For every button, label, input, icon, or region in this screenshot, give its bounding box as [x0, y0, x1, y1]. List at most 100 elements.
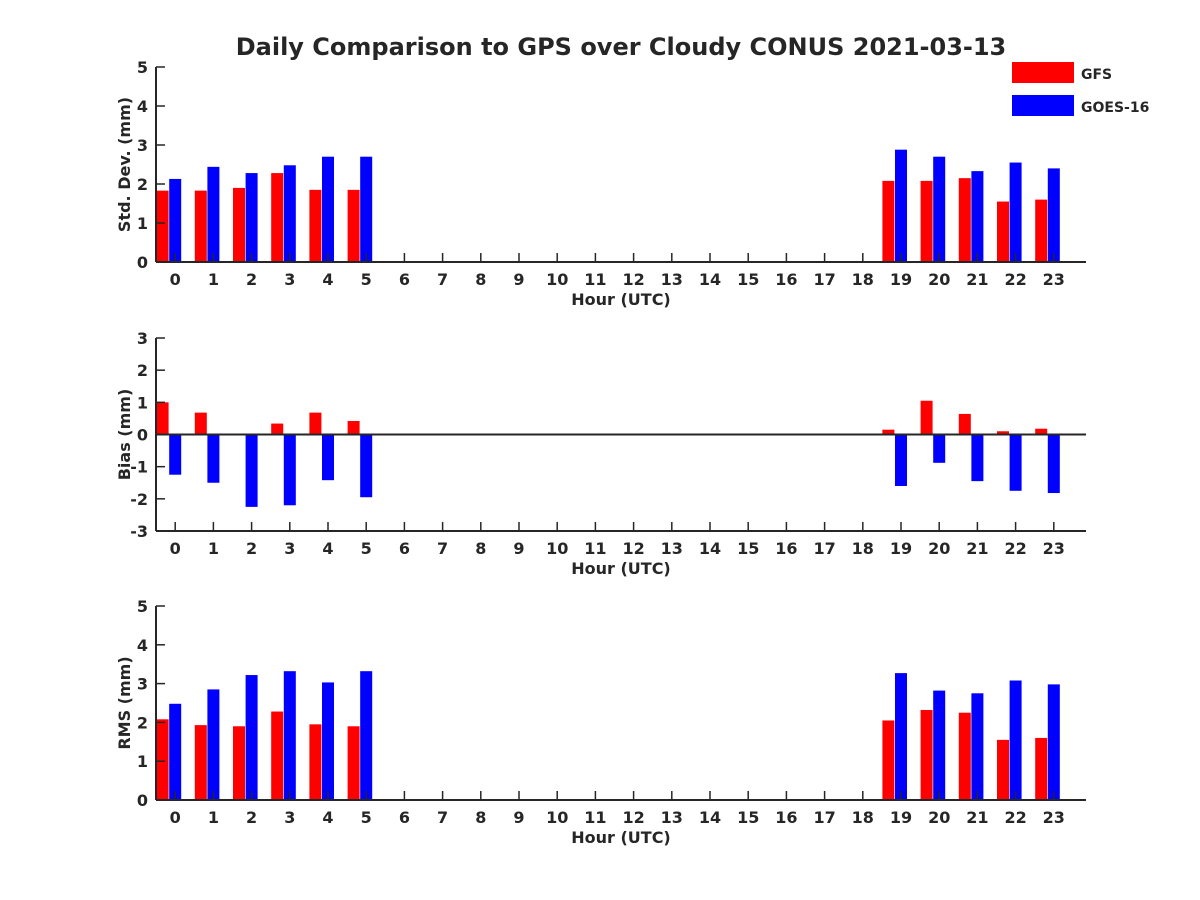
- x-tick-label: 20: [928, 539, 950, 558]
- y-tick-label: 2: [137, 361, 148, 380]
- x-tick-label: 2: [246, 270, 257, 289]
- y-tick-label: 2: [137, 713, 148, 732]
- legend-swatch-gfs: [1012, 62, 1074, 83]
- bar-gfs-hour-22: [997, 431, 1009, 435]
- x-tick-label: 10: [546, 270, 568, 289]
- x-tick-label: 14: [699, 270, 721, 289]
- x-tick-label: 13: [661, 808, 683, 827]
- bar-gfs-hour-22: [997, 201, 1009, 262]
- x-tick-label: 18: [852, 539, 874, 558]
- bar-goes16-hour-3: [283, 671, 296, 800]
- bar-goes16-hour-0: [169, 703, 182, 800]
- x-tick-label: 10: [546, 539, 568, 558]
- x-tick-label: 4: [322, 808, 333, 827]
- chart-title: Daily Comparison to GPS over Cloudy CONU…: [236, 33, 1007, 61]
- bar-gfs-hour-0: [156, 402, 169, 435]
- y-tick-label: 2: [137, 175, 148, 194]
- bar-goes16-hour-0: [169, 178, 182, 262]
- x-tick-label: 16: [775, 808, 797, 827]
- x-tick-label: 15: [737, 808, 759, 827]
- y-tick-label: -1: [130, 458, 148, 477]
- x-tick-label: 9: [513, 539, 524, 558]
- x-tick-label: 22: [1004, 808, 1026, 827]
- bar-gfs-hour-5: [347, 726, 360, 800]
- bar-gfs-hour-3: [271, 423, 284, 435]
- x-axis-label: Hour (UTC): [571, 559, 671, 578]
- bar-gfs-hour-1: [194, 412, 207, 435]
- bar-goes16-hour-4: [322, 156, 334, 262]
- x-tick-label: 0: [170, 539, 181, 558]
- bar-gfs-hour-21: [958, 413, 971, 435]
- bar-goes16-hour-4: [322, 434, 334, 481]
- x-tick-label: 17: [813, 539, 835, 558]
- x-tick-label: 9: [513, 270, 524, 289]
- bar-goes16-hour-5: [360, 671, 373, 800]
- bar-gfs-hour-23: [1035, 199, 1048, 262]
- y-tick-label: 0: [137, 253, 148, 272]
- x-tick-label: 20: [928, 808, 950, 827]
- bar-goes16-hour-19: [895, 673, 907, 800]
- bar-gfs-hour-23: [1035, 737, 1048, 800]
- x-axis-label: Hour (UTC): [571, 290, 671, 309]
- bar-goes16-hour-21: [971, 434, 984, 482]
- x-tick-label: 12: [622, 270, 644, 289]
- bar-gfs-hour-19: [882, 720, 895, 800]
- bar-goes16-hour-1: [207, 434, 220, 483]
- x-tick-label: 18: [852, 270, 874, 289]
- x-tick-label: 5: [361, 270, 372, 289]
- bar-gfs-hour-4: [309, 724, 322, 800]
- legend-swatch-goes16: [1012, 95, 1074, 116]
- bar-goes16-hour-20: [933, 434, 946, 463]
- y-tick-label: 0: [137, 791, 148, 810]
- bar-gfs-hour-5: [347, 189, 360, 262]
- x-tick-label: 18: [852, 808, 874, 827]
- x-tick-label: 19: [890, 270, 912, 289]
- x-tick-label: 23: [1043, 270, 1065, 289]
- x-tick-label: 11: [584, 539, 606, 558]
- bar-goes16-hour-22: [1009, 680, 1022, 800]
- bar-goes16-hour-2: [245, 434, 258, 507]
- x-tick-label: 3: [284, 808, 295, 827]
- x-tick-label: 5: [361, 539, 372, 558]
- bar-goes16-hour-22: [1009, 162, 1022, 262]
- legend-label-gfs: GFS: [1081, 67, 1112, 83]
- x-tick-label: 1: [208, 539, 219, 558]
- y-tick-label: 3: [137, 329, 148, 348]
- bar-goes16-hour-0: [169, 434, 182, 475]
- bar-gfs-hour-4: [309, 189, 322, 262]
- bar-goes16-hour-2: [245, 675, 258, 800]
- x-tick-label: 11: [584, 808, 606, 827]
- bar-gfs-hour-0: [156, 719, 169, 800]
- x-tick-label: 15: [737, 539, 759, 558]
- x-tick-label: 22: [1004, 539, 1026, 558]
- x-tick-label: 3: [284, 270, 295, 289]
- x-tick-label: 12: [622, 539, 644, 558]
- bar-gfs-hour-4: [309, 412, 322, 435]
- y-tick-label: 1: [137, 752, 148, 771]
- x-tick-label: 14: [699, 808, 721, 827]
- x-tick-label: 13: [661, 539, 683, 558]
- legend: GFS GOES-16: [1012, 62, 1149, 116]
- y-tick-label: -3: [130, 522, 148, 541]
- bar-goes16-hour-21: [971, 693, 984, 800]
- bar-goes16-hour-2: [245, 173, 258, 262]
- bar-gfs-hour-20: [920, 180, 933, 262]
- x-tick-label: 8: [475, 270, 486, 289]
- bar-gfs-hour-2: [233, 187, 245, 262]
- x-tick-label: 14: [699, 539, 721, 558]
- x-tick-label: 16: [775, 539, 797, 558]
- bar-goes16-hour-3: [283, 434, 296, 506]
- bar-goes16-hour-4: [322, 682, 334, 800]
- x-tick-label: 12: [622, 808, 644, 827]
- bar-gfs-hour-5: [347, 420, 360, 435]
- y-axis-label: RMS (mm): [115, 656, 134, 749]
- y-tick-label: 3: [137, 136, 148, 155]
- bar-gfs-hour-3: [271, 173, 284, 262]
- bar-goes16-hour-1: [207, 166, 220, 262]
- x-tick-label: 3: [284, 539, 295, 558]
- bar-gfs-hour-21: [958, 178, 971, 262]
